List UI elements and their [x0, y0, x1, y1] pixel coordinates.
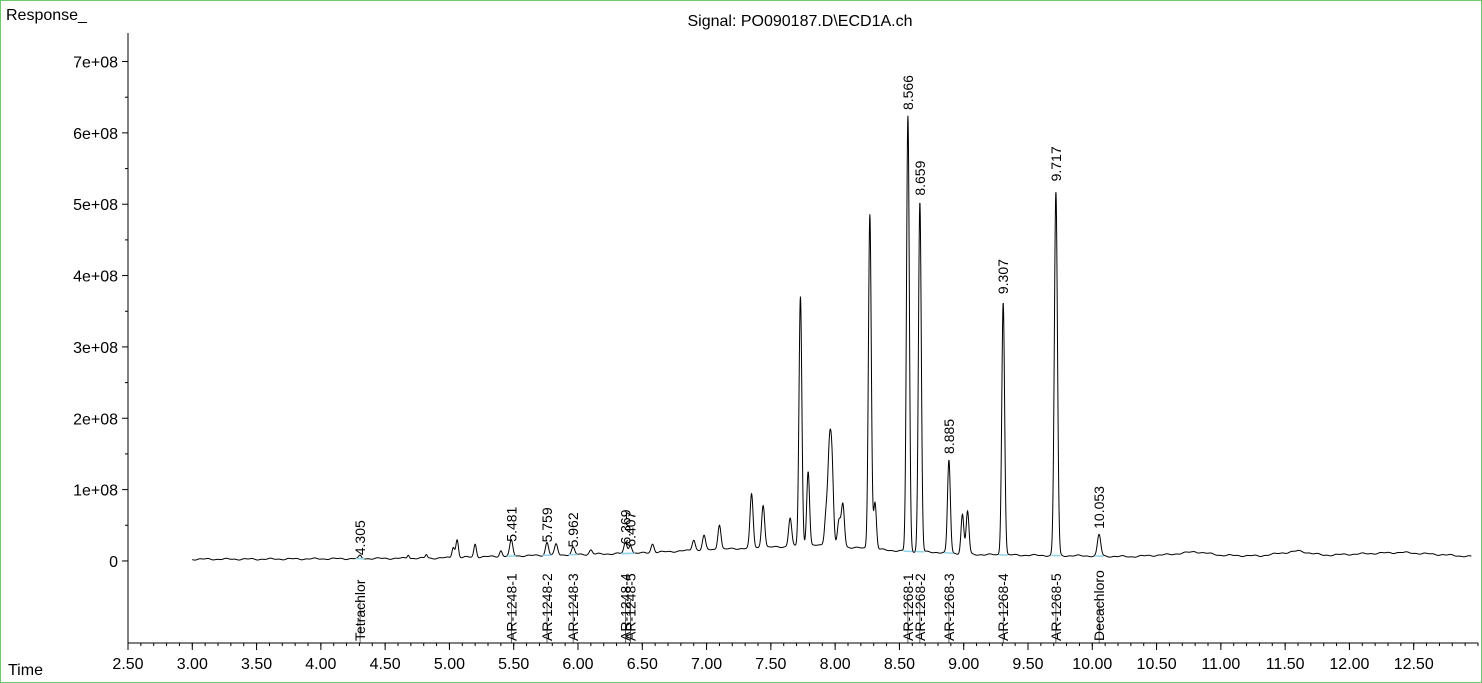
compound-label: AR-1268-1: [900, 573, 916, 641]
retention-time-label: 5.481: [503, 506, 519, 541]
x-tick-label: 3.50: [241, 656, 272, 673]
x-tick-label: 7.50: [755, 656, 786, 673]
x-tick-label: 9.00: [948, 656, 979, 673]
y-tick-label: 7e+08: [73, 55, 118, 72]
retention-time-label: 8.885: [941, 419, 957, 454]
axes: 0 1e+08 2e+08 3e+08 4e+08 5e+08 6e+08 7e+08 2.50…: [73, 33, 1479, 673]
y-tick-label: 5e+08: [73, 197, 118, 214]
chart-title: Signal: PO090187.D\ECD1A.ch: [687, 13, 912, 30]
compound-label: AR-1268-2: [912, 573, 928, 641]
x-tick-label: 4.50: [370, 656, 401, 673]
x-tick-label: 9.50: [1012, 656, 1043, 673]
retention-time-label: 6.407: [622, 511, 638, 546]
retention-time-label: 8.659: [912, 160, 928, 195]
retention-time-label: 10.053: [1091, 486, 1107, 529]
compound-label: Decachloro: [1091, 570, 1107, 641]
y-tick-label: 4e+08: [73, 269, 118, 286]
retention-time-label: 5.962: [565, 512, 581, 547]
compound-label: AR-1268-5: [1048, 573, 1064, 641]
x-tick-label: 8.00: [820, 656, 851, 673]
y-tick-label: 6e+08: [73, 126, 118, 143]
retention-time-label: 8.566: [900, 75, 916, 110]
x-tick-label: 7.00: [691, 656, 722, 673]
retention-time-label: 9.307: [995, 259, 1011, 294]
x-tick-label: 3.00: [177, 656, 208, 673]
x-tick-label: 2.50: [112, 656, 143, 673]
x-tick-label: 4.00: [305, 656, 336, 673]
y-axis-title: Response_: [6, 7, 88, 24]
x-tick-label: 11.00: [1201, 656, 1240, 673]
compound-label: Tetrachlor: [352, 579, 368, 641]
retention-time-label: 5.759: [539, 507, 555, 542]
compound-label: AR-1248-4: [617, 573, 633, 641]
compound-label: AR-1268-4: [995, 573, 1011, 641]
x-tick-label: 12.50: [1394, 656, 1434, 673]
x-tick-label: 6.50: [627, 656, 658, 673]
retention-time-label: 6.369: [617, 509, 633, 544]
x-tick-label: 5.50: [498, 656, 529, 673]
x-tick-label: 8.50: [884, 656, 915, 673]
compound-label: AR-1248-1: [503, 573, 519, 641]
x-tick-label: 10.50: [1137, 656, 1177, 673]
signal-trace: [192, 115, 1472, 561]
compound-label: AR-1268-3: [941, 573, 957, 641]
compound-label: AR-1248-5: [622, 573, 638, 641]
compound-label: AR-1248-3: [565, 573, 581, 641]
y-tick-label: 2e+08: [73, 411, 118, 428]
x-tick-label: 5.00: [434, 656, 465, 673]
x-tick-label: 12.00: [1329, 656, 1369, 673]
compound-label: AR-1248-2: [539, 573, 555, 641]
y-tick-label: 0: [109, 554, 118, 571]
y-tick-label: 3e+08: [73, 340, 118, 357]
retention-time-label: 4.305: [352, 520, 368, 555]
x-tick-label: 11.50: [1266, 656, 1305, 673]
x-tick-label: 10.00: [1072, 656, 1112, 673]
retention-time-label: 9.717: [1048, 146, 1064, 181]
y-tick-label: 1e+08: [73, 483, 118, 500]
x-tick-label: 6.00: [562, 656, 593, 673]
x-axis-title: Time: [8, 662, 43, 679]
